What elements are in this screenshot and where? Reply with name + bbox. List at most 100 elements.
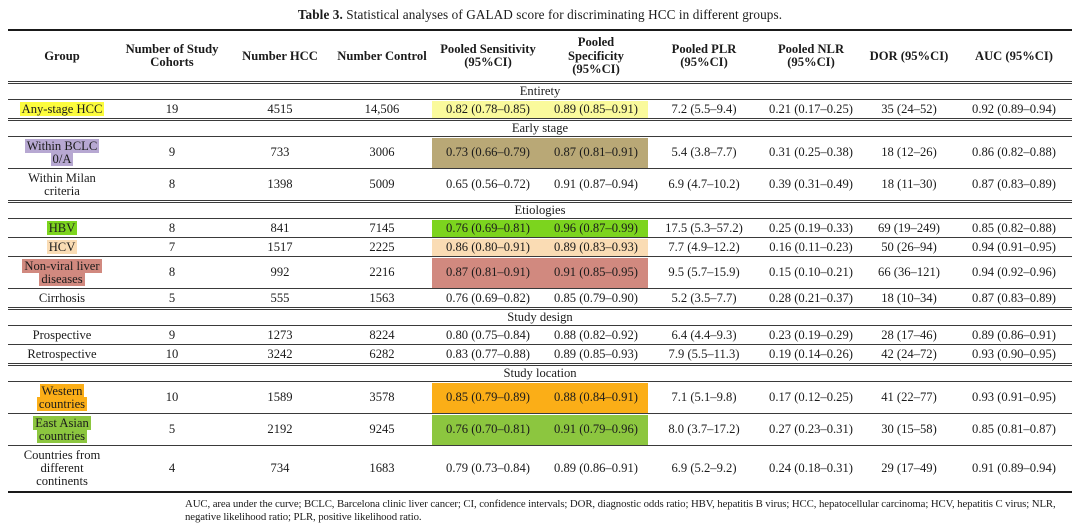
table-row: East Asian countries 5 2192 9245 0.76 (0.70–… xyxy=(8,414,1072,446)
group-label: Retrospective xyxy=(27,346,97,361)
table-row: Within BCLC 0/A 9 733 3006 0.73 (0.66–0.79) 0… xyxy=(8,137,1072,169)
nlr-cell: 0.17 (0.12–0.25) xyxy=(760,383,862,414)
group-cell: East Asian countries xyxy=(8,415,116,446)
sensitivity-cell: 0.76 (0.69–0.81) xyxy=(432,219,544,238)
control-cell: 2216 xyxy=(332,258,432,289)
specificity-cell: 0.88 (0.82–0.92) xyxy=(544,327,648,345)
control-cell: 7145 xyxy=(332,220,432,238)
group-label: Western countries xyxy=(36,383,88,411)
section-row: Study location xyxy=(8,364,1072,382)
table-row: HBV 8 841 7145 0.76 (0.69–0.81) 0.96 (0.87–0.… xyxy=(8,219,1072,238)
plr-cell: 7.9 (5.5–11.3) xyxy=(648,346,760,364)
auc-cell: 0.91 (0.89–0.94) xyxy=(972,460,1056,475)
table-row: Western countries 10 1589 3578 0.85 (0.79–0.… xyxy=(8,382,1072,414)
group-cell: Within BCLC 0/A xyxy=(8,138,116,169)
sensitivity-cell: 0.80 (0.75–0.84) xyxy=(432,327,544,345)
specificity-cell: 0.91 (0.79–0.96) xyxy=(544,414,648,446)
group-cell: HBV xyxy=(8,220,116,238)
plr-cell: 5.4 (3.8–7.7) xyxy=(648,138,760,169)
sensitivity-cell: 0.85 (0.79–0.89) xyxy=(432,382,544,414)
auc-cell: 0.87 (0.83–0.89) xyxy=(956,170,1072,201)
col-header-study-cohorts: Number of Study Cohorts xyxy=(116,32,228,82)
auc-cell: 0.94 (0.92–0.96) xyxy=(956,258,1072,289)
dor-cell: 66 (36–121) xyxy=(862,258,956,289)
auc-cell: 0.92 (0.89–0.94) xyxy=(956,101,1072,119)
section-title: Entirety xyxy=(8,82,1072,100)
col-header-plr: Pooled PLR (95%CI) xyxy=(648,32,760,82)
table-row: Non-viral liver diseases 8 992 2216 0.87 (0.… xyxy=(8,257,1072,289)
table-row: Any-stage HCC 19 4515 14,506 0.82 (0.78–0.85… xyxy=(8,100,1072,119)
table-caption-label: Table 3. xyxy=(297,7,343,22)
specificity-cell: 0.89 (0.83–0.93) xyxy=(544,238,648,257)
hcc-cell: 992 xyxy=(228,258,332,289)
section-row: Etiologies xyxy=(8,201,1072,219)
cohorts-cell: 8 xyxy=(116,170,228,201)
nlr-cell: 0.19 (0.14–0.26) xyxy=(760,346,862,364)
plr-cell: 17.5 (5.3–57.2) xyxy=(648,220,760,238)
hcc-cell: 1517 xyxy=(228,239,332,257)
control-cell: 9245 xyxy=(332,415,432,446)
nlr-cell: 0.31 (0.25–0.38) xyxy=(760,138,862,169)
table-row: Within Milan criteria 8 1398 5009 0.65 (0.56… xyxy=(8,170,1072,201)
dor-cell: 28 (17–46) xyxy=(862,327,956,345)
specificity-cell: 0.91 (0.87–0.94) xyxy=(544,170,648,201)
group-cell: Any-stage HCC xyxy=(8,101,116,119)
plr-cell: 6.9 (5.2–9.2) xyxy=(671,460,737,475)
hcc-cell: 1273 xyxy=(228,327,332,345)
sensitivity-cell: 0.87 (0.81–0.91) xyxy=(432,257,544,289)
group-cell: HCV xyxy=(8,239,116,257)
section-title: Etiologies xyxy=(8,201,1072,219)
cohorts-cell: 4 xyxy=(168,460,176,475)
nlr-cell: 0.24 (0.18–0.31) xyxy=(769,460,853,475)
control-cell: 14,506 xyxy=(332,101,432,119)
control-cell: 6282 xyxy=(332,346,432,364)
cohorts-cell: 8 xyxy=(116,258,228,289)
nlr-cell: 0.28 (0.21–0.37) xyxy=(760,290,862,308)
group-label: Within BCLC 0/A xyxy=(24,138,100,166)
auc-cell: 0.87 (0.83–0.89) xyxy=(956,290,1072,308)
control-cell: 1683 xyxy=(369,460,395,475)
table-caption-text: Statistical analyses of GALAD score for … xyxy=(342,7,783,22)
col-header-auc: AUC (95%CI) xyxy=(956,32,1072,82)
specificity-cell: 0.89 (0.85–0.93) xyxy=(544,346,648,364)
specificity-cell: 0.88 (0.84–0.91) xyxy=(544,382,648,414)
control-cell: 2225 xyxy=(332,239,432,257)
group-label: East Asian countries xyxy=(33,415,91,443)
hcc-cell: 734 xyxy=(270,460,290,475)
galad-table: Group Number of Study Cohorts Number HCC… xyxy=(8,29,1072,493)
nlr-cell: 0.25 (0.19–0.33) xyxy=(760,220,862,238)
plr-cell: 9.5 (5.7–15.9) xyxy=(648,258,760,289)
hcc-cell: 1398 xyxy=(228,170,332,201)
table-row: HCV 7 1517 2225 0.86 (0.80–0.91) 0.89 (0.83–0… xyxy=(8,238,1072,257)
plr-cell: 6.4 (4.4–9.3) xyxy=(648,327,760,345)
plr-cell: 6.9 (4.7–10.2) xyxy=(648,170,760,201)
section-row: Study design xyxy=(8,308,1072,326)
dor-cell: 35 (24–52) xyxy=(862,101,956,119)
dor-cell: 30 (15–58) xyxy=(862,415,956,446)
cohorts-cell: 9 xyxy=(116,327,228,345)
section-title: Study location xyxy=(8,364,1072,382)
col-header-nlr: Pooled NLR (95%CI) xyxy=(760,32,862,82)
auc-cell: 0.89 (0.86–0.91) xyxy=(956,327,1072,345)
cohorts-cell: 9 xyxy=(116,138,228,169)
group-label: HCV xyxy=(46,239,78,254)
control-cell: 8224 xyxy=(332,327,432,345)
table-row: Countries from different continents 4 734 1… xyxy=(8,447,1072,490)
specificity-cell: 0.89 (0.86–0.91) xyxy=(554,460,638,475)
nlr-cell: 0.21 (0.17–0.25) xyxy=(760,101,862,119)
sensitivity-cell: 0.76 (0.69–0.82) xyxy=(432,290,544,308)
section-row: Early stage xyxy=(8,119,1072,137)
auc-cell: 0.85 (0.81–0.87) xyxy=(956,415,1072,446)
sensitivity-cell: 0.86 (0.80–0.91) xyxy=(432,238,544,257)
group-label: HBV xyxy=(46,220,78,235)
auc-cell: 0.86 (0.82–0.88) xyxy=(956,138,1072,169)
hcc-cell: 733 xyxy=(228,138,332,169)
group-label: Cirrhosis xyxy=(38,290,86,305)
control-cell: 1563 xyxy=(332,290,432,308)
hcc-cell: 4515 xyxy=(228,101,332,119)
table-body: Entirety Any-stage HCC 19 4515 14,506 0.82 (0… xyxy=(8,82,1072,490)
auc-cell: 0.85 (0.82–0.88) xyxy=(956,220,1072,238)
dor-cell: 42 (24–72) xyxy=(862,346,956,364)
dor-cell: 29 (17–49) xyxy=(881,460,937,475)
specificity-cell: 0.85 (0.79–0.90) xyxy=(544,290,648,308)
